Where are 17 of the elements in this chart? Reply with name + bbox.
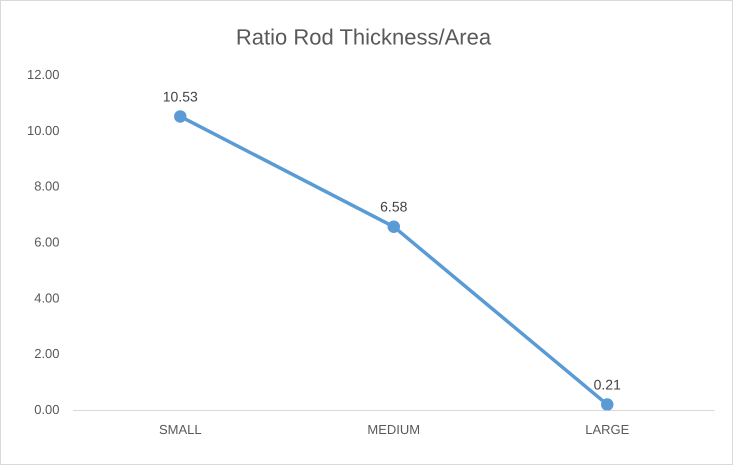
data-label: 10.53: [162, 88, 198, 104]
y-tick-label: 8.00: [34, 178, 60, 194]
y-tick-label: 10.00: [26, 122, 60, 138]
chart-title: Ratio Rod Thickness/Area: [236, 24, 492, 50]
x-tick-label: MEDIUM: [367, 422, 420, 437]
y-tick-label: 4.00: [34, 290, 60, 306]
point: [388, 220, 400, 233]
y-tick-label: 0.00: [34, 402, 60, 417]
y-tick-label: 2.00: [34, 346, 60, 362]
x-tick-label: SMALL: [158, 422, 202, 437]
data-label: 0.21: [594, 376, 622, 392]
y-tick-label: 6.00: [34, 234, 60, 250]
x-tick-label: LARGE: [585, 422, 630, 437]
y-tick-label: 12.00: [26, 66, 60, 82]
point: [601, 398, 614, 410]
point: [174, 110, 187, 123]
data-label: 6.58: [380, 198, 408, 215]
